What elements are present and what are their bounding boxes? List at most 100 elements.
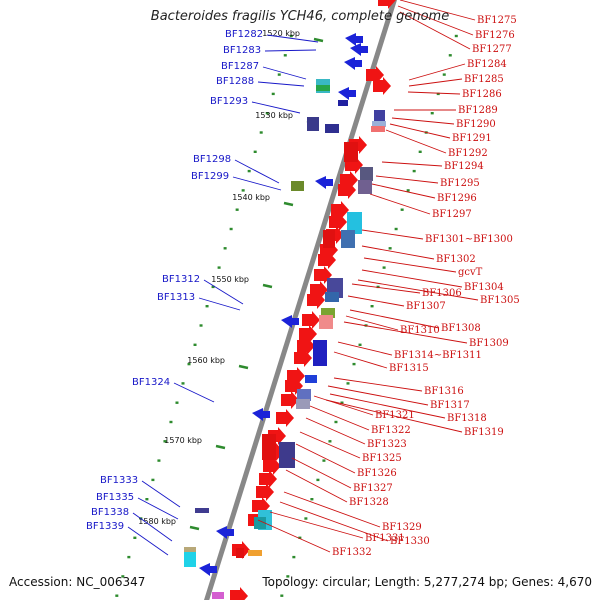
gene-label-right: BF1322	[371, 425, 411, 436]
gene-arrow	[338, 87, 356, 100]
topology-label: Topology: circular; Length: 5,277,274 bp…	[262, 575, 592, 589]
gene-label-right: BF1327	[353, 483, 393, 494]
tick-mark	[430, 112, 434, 115]
leader-line	[349, 309, 440, 329]
gene-label-right: BF1319	[464, 427, 504, 438]
map-title: Bacteroides fragilis YCH46, complete gen…	[150, 9, 450, 24]
tick-mark	[310, 498, 314, 501]
tick-mark	[217, 266, 221, 269]
gene-label-right: BF1289	[458, 105, 498, 116]
tick-mark	[436, 92, 440, 96]
tick-mark	[133, 536, 137, 539]
leader-line	[295, 443, 356, 474]
gene-label-right: BF1284	[467, 59, 507, 70]
scale-label: 1530 kbp	[255, 111, 293, 120]
gene-box	[323, 230, 335, 248]
gene-box	[325, 124, 339, 133]
gene-box	[316, 85, 330, 91]
tick-mark	[247, 169, 251, 173]
leader-line	[257, 519, 331, 553]
gene-label-right: BF1297	[432, 209, 472, 220]
gene-box	[248, 550, 262, 556]
leader-line	[389, 123, 451, 139]
tick-mark	[298, 536, 302, 539]
tick-mark	[145, 498, 149, 501]
leader-line	[264, 49, 317, 52]
gene-box	[279, 442, 295, 468]
tick-mark	[352, 362, 356, 366]
gene-label-right: BF1275	[477, 15, 517, 26]
tick-mark	[394, 227, 398, 231]
gene-box	[262, 434, 276, 460]
gene-box	[307, 117, 319, 131]
gene-arrow	[281, 391, 299, 409]
gene-box	[296, 399, 310, 409]
tick-mark	[115, 594, 119, 597]
gene-box	[297, 389, 311, 401]
tick-mark	[241, 189, 245, 192]
tick-mark	[235, 208, 239, 211]
tick-mark	[151, 478, 155, 482]
leader-line	[203, 279, 244, 305]
scale-dash	[313, 37, 324, 43]
leader-line	[309, 405, 370, 431]
tick-mark	[448, 54, 452, 57]
leader-line	[232, 176, 282, 191]
tick-mark	[157, 459, 161, 462]
scale-dash	[283, 201, 294, 207]
gene-label-right: BF1286	[462, 89, 502, 100]
leader-line	[385, 129, 447, 154]
gene-label-right: BF1302	[436, 254, 476, 265]
gene-box	[338, 100, 348, 106]
gene-arrow	[299, 325, 317, 343]
scale-label: 1520 kbp	[262, 29, 300, 38]
gene-box	[195, 508, 209, 513]
gene-label-left: BF1299	[191, 171, 229, 182]
tick-mark	[286, 575, 290, 578]
tick-mark	[388, 247, 392, 250]
leader-line	[391, 117, 455, 125]
scale-label: 1550 kbp	[211, 275, 249, 284]
tick-mark	[277, 73, 281, 76]
gene-label-right: BF1276	[475, 30, 515, 41]
gene-label-right: BF1331	[365, 533, 405, 544]
gene-label-right: BF1295	[440, 178, 480, 189]
tick-mark	[382, 266, 386, 269]
gene-arrow	[297, 337, 315, 355]
leader-line	[251, 101, 301, 114]
leader-line	[369, 193, 431, 215]
gene-label-right: BF1328	[349, 497, 389, 508]
tick-mark	[223, 247, 227, 250]
tick-mark	[280, 594, 284, 597]
gene-label-right: BF1308	[441, 323, 481, 334]
gene-label-right: BF1325	[362, 453, 402, 464]
gene-box	[372, 121, 386, 127]
gene-label-right: BF1316	[424, 386, 464, 397]
leader-line	[363, 257, 457, 273]
gene-label-left: BF1324	[132, 377, 170, 388]
tick-mark	[376, 285, 380, 289]
gene-label-right: BF1306	[422, 288, 462, 299]
tick-mark	[193, 343, 197, 346]
gene-arrow	[331, 201, 349, 219]
gene-label-left: BF1283	[223, 45, 261, 56]
scale-dash	[215, 444, 226, 450]
leader-line	[262, 66, 307, 80]
tick-mark	[175, 401, 179, 404]
gene-label-right: BF1301~BF1300	[425, 234, 513, 245]
gene-label-right: BF1329	[382, 522, 422, 533]
tick-mark	[229, 227, 233, 231]
tick-mark	[442, 73, 446, 76]
tick-mark	[121, 575, 125, 578]
gene-arrow	[256, 483, 274, 501]
tick-mark	[211, 285, 215, 289]
tick-mark	[358, 343, 362, 346]
gene-box	[305, 375, 317, 383]
leader-line	[313, 395, 374, 416]
leader-line	[141, 480, 181, 508]
tick-mark	[163, 440, 167, 443]
gene-label-left: BF1338	[91, 507, 129, 518]
tick-mark	[127, 555, 131, 559]
leader-line	[408, 63, 466, 81]
